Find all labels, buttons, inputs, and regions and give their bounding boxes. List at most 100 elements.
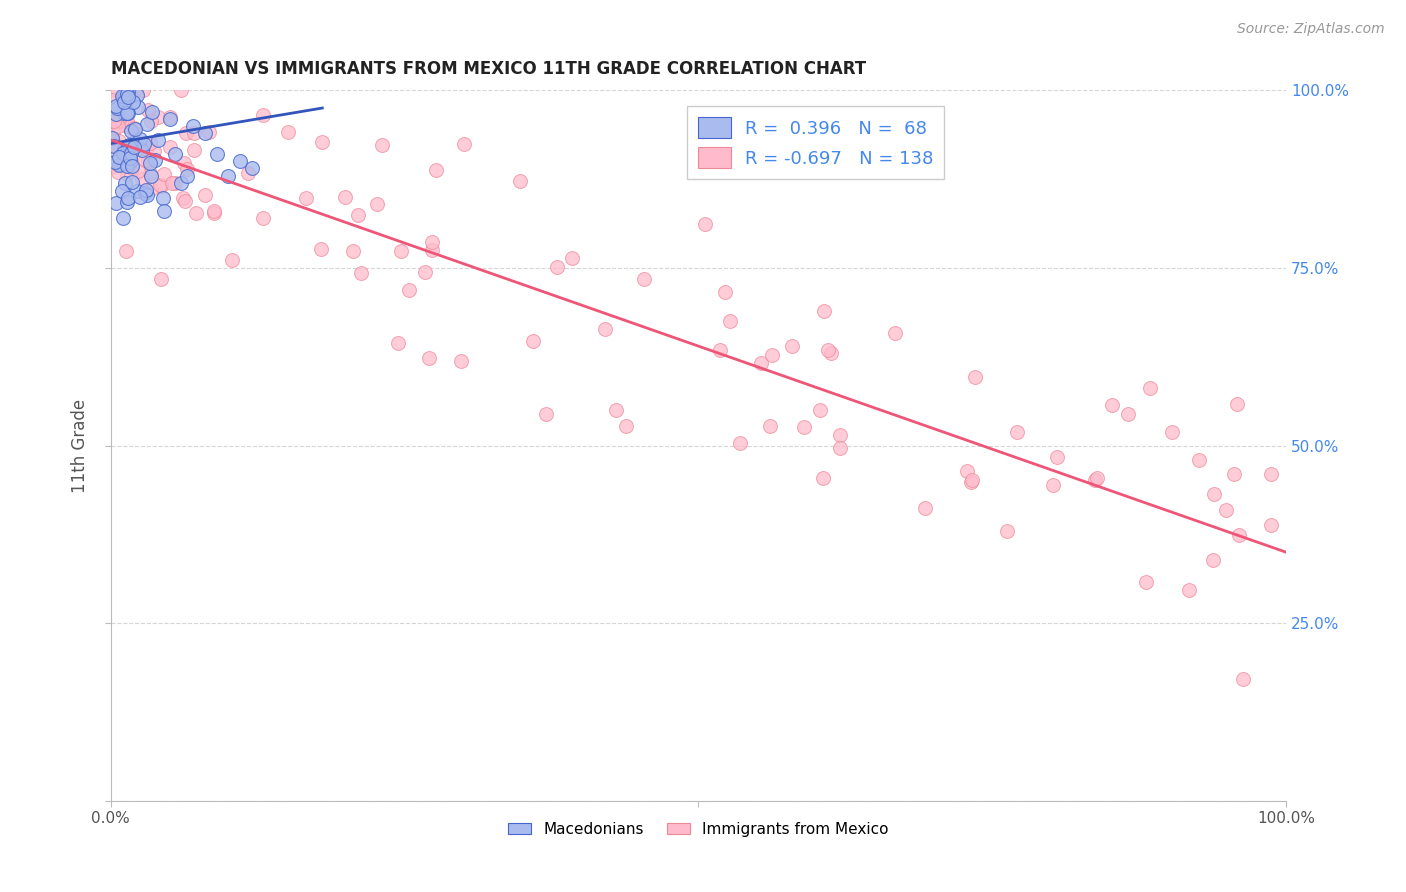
Point bbox=[1101, 399, 1123, 413]
Point bbox=[311, 135, 333, 149]
Point bbox=[1202, 553, 1225, 567]
Point bbox=[107, 119, 129, 133]
Point bbox=[107, 158, 129, 172]
Point bbox=[387, 336, 409, 351]
Point bbox=[1178, 583, 1201, 598]
Point bbox=[236, 166, 259, 180]
Point bbox=[1215, 502, 1237, 516]
Point bbox=[718, 314, 741, 328]
Point bbox=[828, 428, 851, 442]
Point bbox=[425, 163, 447, 178]
Point bbox=[1005, 425, 1028, 439]
Point bbox=[614, 419, 637, 434]
Point bbox=[122, 140, 145, 154]
Point bbox=[1084, 474, 1107, 488]
Point bbox=[1223, 467, 1246, 482]
Point bbox=[546, 260, 568, 274]
Point bbox=[536, 407, 558, 421]
Point bbox=[131, 143, 153, 157]
Point bbox=[811, 471, 834, 485]
Point bbox=[170, 83, 193, 97]
Point bbox=[176, 161, 198, 176]
Point bbox=[101, 93, 124, 107]
Point bbox=[105, 195, 128, 210]
Point bbox=[194, 126, 217, 140]
Point bbox=[163, 177, 186, 191]
Point bbox=[112, 141, 135, 155]
Point bbox=[127, 87, 149, 102]
Point bbox=[183, 127, 205, 141]
Point bbox=[149, 178, 172, 193]
Point bbox=[633, 272, 655, 286]
Point bbox=[1260, 518, 1282, 533]
Point bbox=[181, 119, 204, 133]
Point bbox=[252, 108, 274, 122]
Point bbox=[350, 266, 373, 280]
Point bbox=[134, 153, 156, 168]
Point bbox=[105, 99, 128, 113]
Point bbox=[127, 164, 149, 178]
Point bbox=[593, 322, 616, 336]
Point bbox=[174, 126, 197, 140]
Point bbox=[347, 208, 370, 222]
Point bbox=[125, 184, 148, 198]
Point bbox=[112, 146, 135, 161]
Point bbox=[793, 420, 815, 434]
Point bbox=[114, 90, 136, 104]
Point bbox=[193, 187, 215, 202]
Point bbox=[138, 136, 160, 151]
Point bbox=[160, 176, 183, 190]
Point bbox=[129, 190, 152, 204]
Point bbox=[1260, 467, 1282, 481]
Point bbox=[136, 103, 159, 117]
Point bbox=[817, 343, 839, 358]
Point bbox=[105, 101, 128, 115]
Point bbox=[118, 155, 141, 169]
Point bbox=[709, 343, 731, 358]
Point bbox=[780, 339, 803, 353]
Point bbox=[761, 348, 783, 362]
Point bbox=[131, 83, 153, 97]
Point bbox=[141, 104, 163, 119]
Point bbox=[138, 154, 160, 169]
Y-axis label: 11th Grade: 11th Grade bbox=[72, 399, 89, 492]
Point bbox=[398, 284, 420, 298]
Point bbox=[128, 132, 150, 146]
Point bbox=[884, 326, 907, 340]
Point bbox=[135, 187, 157, 202]
Point bbox=[100, 130, 122, 145]
Point bbox=[115, 194, 138, 209]
Point bbox=[309, 242, 332, 256]
Point bbox=[103, 134, 125, 148]
Point bbox=[165, 147, 187, 161]
Point bbox=[136, 117, 159, 131]
Point bbox=[103, 105, 125, 120]
Point bbox=[1226, 397, 1249, 411]
Point bbox=[217, 169, 239, 183]
Point bbox=[152, 204, 174, 219]
Point bbox=[186, 206, 208, 220]
Point bbox=[759, 419, 782, 434]
Point bbox=[995, 524, 1018, 538]
Point bbox=[143, 153, 166, 168]
Point bbox=[122, 95, 145, 109]
Point bbox=[124, 135, 146, 149]
Point bbox=[103, 139, 125, 153]
Point bbox=[333, 190, 356, 204]
Point bbox=[730, 435, 752, 450]
Point bbox=[342, 244, 364, 259]
Point bbox=[124, 121, 146, 136]
Point bbox=[751, 355, 773, 369]
Point bbox=[103, 113, 125, 128]
Point bbox=[820, 346, 842, 360]
Point bbox=[105, 106, 128, 120]
Point bbox=[104, 106, 127, 120]
Point bbox=[115, 119, 138, 133]
Point bbox=[103, 154, 125, 169]
Point bbox=[252, 211, 274, 226]
Point bbox=[121, 160, 143, 174]
Point bbox=[198, 126, 221, 140]
Point bbox=[205, 147, 228, 161]
Point bbox=[117, 106, 139, 120]
Point bbox=[118, 151, 141, 165]
